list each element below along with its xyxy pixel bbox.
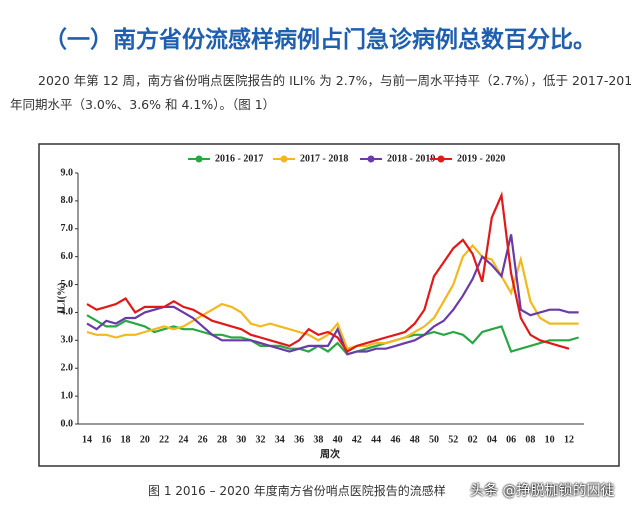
y-tick-label: 1.0 xyxy=(61,390,74,401)
x-tick-label: 08 xyxy=(525,434,535,445)
x-tick-label: 26 xyxy=(198,434,208,445)
y-tick-label: 5.0 xyxy=(61,279,74,290)
legend-label: 2018 - 2019 xyxy=(387,153,435,164)
y-tick-label: 3.0 xyxy=(61,335,74,346)
y-tick-label: 0.0 xyxy=(61,418,74,429)
y-axis-label: ILI(%) xyxy=(56,282,67,313)
x-tick-label: 04 xyxy=(487,434,497,445)
x-tick-label: 18 xyxy=(121,434,131,445)
x-tick-label: 36 xyxy=(294,434,304,445)
paragraph-line: 2020 年第 12 周，南方省份哨点医院报告的 ILI% 为 2.7%，与前一… xyxy=(38,73,633,88)
x-tick-label: 46 xyxy=(390,434,400,445)
x-tick-label: 14 xyxy=(82,434,92,445)
legend-marker xyxy=(280,155,288,163)
caption: 图 1 2016 – 2020 年度南方省份哨点医院报告的流感样 xyxy=(148,484,446,498)
y-tick-label: 6.0 xyxy=(61,251,74,262)
series-line xyxy=(86,191,570,353)
x-tick-label: 40 xyxy=(333,434,343,445)
y-tick-label: 9.0 xyxy=(61,167,74,178)
x-tick-label: 28 xyxy=(217,434,227,445)
heading: （一）南方省份流感样病例占门急诊病例总数百分比。 xyxy=(44,27,596,53)
legend-label: 2017 - 2018 xyxy=(300,153,348,164)
y-tick-label: 4.0 xyxy=(61,307,74,318)
series-line xyxy=(86,234,579,356)
x-tick-label: 20 xyxy=(140,434,150,445)
x-tick-label: 30 xyxy=(236,434,246,445)
paragraph-line: 年同期水平（3.0%、3.6% 和 4.1%）。（图 1） xyxy=(10,97,276,112)
x-tick-label: 42 xyxy=(352,434,362,445)
y-tick-label: 2.0 xyxy=(61,363,74,374)
x-tick-label: 34 xyxy=(275,434,285,445)
x-tick-label: 44 xyxy=(371,434,381,445)
x-tick-label: 48 xyxy=(410,434,420,445)
x-axis-label: 周次 xyxy=(320,447,340,460)
series-line xyxy=(86,243,579,351)
x-tick-label: 38 xyxy=(313,434,323,445)
x-tick-label: 50 xyxy=(429,434,439,445)
y-tick-label: 8.0 xyxy=(61,195,74,206)
x-tick-label: 52 xyxy=(448,434,458,445)
x-tick-label: 22 xyxy=(159,434,169,445)
legend-label: 2019 - 2020 xyxy=(457,153,505,164)
x-tick-label: 16 xyxy=(101,434,111,445)
x-tick-label: 24 xyxy=(178,434,188,445)
legend-label: 2016 - 2017 xyxy=(215,153,263,164)
x-tick-label: 06 xyxy=(506,434,516,445)
legend-marker xyxy=(367,155,375,163)
x-tick-label: 12 xyxy=(564,434,574,445)
y-tick-label: 7.0 xyxy=(61,223,74,234)
x-tick-label: 10 xyxy=(545,434,555,445)
x-tick-label: 32 xyxy=(256,434,266,445)
legend-marker xyxy=(195,155,203,163)
chart-frame xyxy=(38,143,620,467)
legend-marker xyxy=(437,155,445,163)
watermark: 头条 @挣脱枷锁的囚徒 xyxy=(470,483,615,499)
x-tick-label: 02 xyxy=(468,434,478,445)
